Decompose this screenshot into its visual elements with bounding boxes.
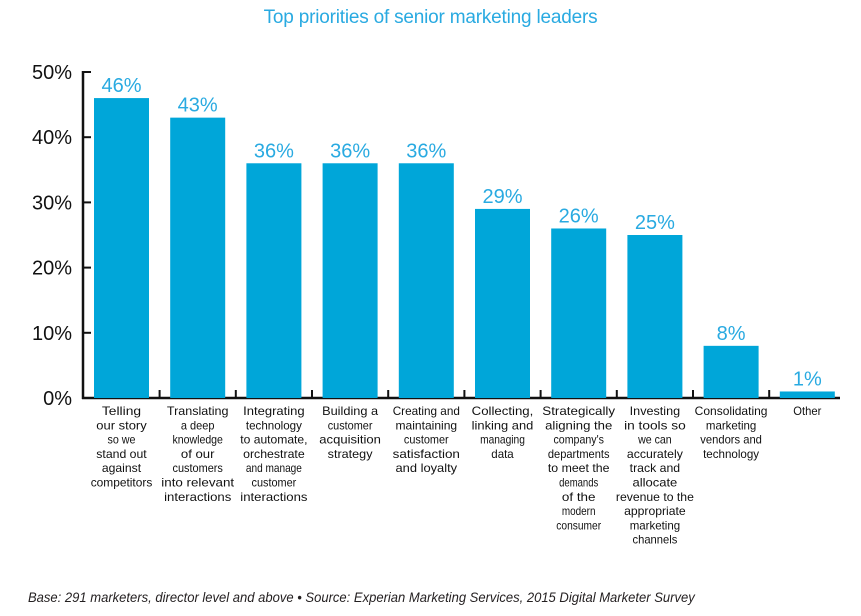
category-label-line: departments xyxy=(548,447,610,461)
category-label-line: vendors and xyxy=(700,433,762,447)
category-label-line: linking and xyxy=(472,418,534,432)
category-label-line: Integrating xyxy=(243,404,305,418)
bar-value-label: 1% xyxy=(793,368,822,390)
category-label-line: customer xyxy=(404,433,449,447)
bar-chart: 0% 10% 20% 30% 40% 50% 46% Telling our story so w… xyxy=(32,62,840,547)
category-label-line: satisfaction xyxy=(393,447,460,461)
category-label-line: revenue to the xyxy=(616,490,694,504)
category-label: Creating and maintaining customer satisfact… xyxy=(393,404,460,475)
category-label-line: so we xyxy=(108,433,136,447)
category-label-line: of the xyxy=(562,490,596,504)
bar xyxy=(627,235,683,398)
category-label-line: customer xyxy=(252,476,297,490)
category-label-line: we can xyxy=(637,433,671,447)
category-label-line: demands xyxy=(559,476,598,490)
category-label-line: company's xyxy=(554,433,604,447)
category-label: Integrating technology to automate, orchest… xyxy=(240,404,307,504)
bar-value-label: 43% xyxy=(178,95,218,117)
category-label-line: Collecting, xyxy=(472,404,534,418)
category-label-line: competitors xyxy=(91,476,153,490)
bar xyxy=(170,117,226,398)
category-label-line: Consolidating xyxy=(695,404,768,418)
bar-value-label: 26% xyxy=(559,205,599,227)
category-label-line: marketing xyxy=(630,518,680,532)
bar xyxy=(246,163,302,398)
category-label-line: acquisition xyxy=(319,433,381,447)
bar xyxy=(398,163,454,398)
category-label-line: to meet the xyxy=(548,461,610,475)
bar-value-label: 36% xyxy=(254,140,294,162)
category-label-line: data xyxy=(491,447,514,461)
y-tick-label: 50% xyxy=(32,62,72,84)
category-label: Telling our story so we stand out against com… xyxy=(91,404,153,490)
bar xyxy=(779,391,835,398)
category-label-line: track and xyxy=(630,461,680,475)
category-label-line: Translating xyxy=(167,404,229,418)
category-label-line: Investing xyxy=(630,404,680,418)
category-label-line: technology xyxy=(246,418,302,432)
category-label-line: Strategically xyxy=(542,404,615,418)
category-label-line: and manage xyxy=(246,461,302,475)
category-label-line: of our xyxy=(181,447,215,461)
bar xyxy=(551,228,607,398)
category-label-line: accurately xyxy=(627,447,683,461)
bar-value-label: 36% xyxy=(330,140,370,162)
category-label-line: our story xyxy=(96,418,146,432)
category-label-line: to automate, xyxy=(240,433,307,447)
bar-value-label: 36% xyxy=(406,140,446,162)
bar xyxy=(322,163,378,398)
category-label-line: Telling xyxy=(102,404,141,418)
category-label-line: modern xyxy=(562,504,596,518)
bar xyxy=(475,208,530,398)
category-label-line: consumer xyxy=(556,518,601,532)
category-label: Strategically aligning the company's depart… xyxy=(542,404,615,532)
category-label-line: a deep xyxy=(181,418,215,432)
category-label-line: against xyxy=(102,461,142,475)
category-label-line: marketing xyxy=(706,418,756,432)
category-label: Translating a deep knowledge of our customer… xyxy=(161,404,235,504)
category-label: Consolidating marketing vendors and technol… xyxy=(695,404,768,461)
category-label-line: customers xyxy=(173,461,223,475)
category-label: Building a customer acquisition strategy xyxy=(319,404,381,461)
y-tick-label: 0% xyxy=(43,388,72,410)
bar xyxy=(94,98,149,398)
category-label-line: interactions xyxy=(240,490,307,504)
source-footnote: Base: 291 marketers, director level and … xyxy=(28,589,695,605)
category-label-line: maintaining xyxy=(396,418,458,432)
category-label-line: Creating and xyxy=(393,404,460,418)
y-tick-label: 10% xyxy=(32,323,72,345)
category-label-line: interactions xyxy=(164,490,231,504)
bar-value-label: 8% xyxy=(717,323,746,345)
category-label-line: and loyalty xyxy=(396,461,458,475)
y-tick-label: 30% xyxy=(32,192,72,214)
category-label-line: Other xyxy=(793,404,821,418)
category-label-line: customer xyxy=(328,418,373,432)
category-label: Investing in tools so we can accurately trac… xyxy=(616,404,694,547)
category-label: Collecting, linking and managing data xyxy=(472,404,534,461)
y-tick-label: 20% xyxy=(32,258,72,280)
category-label: Other xyxy=(793,404,821,418)
category-label-line: strategy xyxy=(328,447,373,461)
category-label-line: into relevant xyxy=(161,476,235,490)
category-label-line: managing xyxy=(480,433,525,447)
category-label-line: orchestrate xyxy=(243,447,305,461)
category-label-line: technology xyxy=(703,447,759,461)
bar xyxy=(703,345,759,398)
category-label-line: in tools so xyxy=(624,418,686,432)
bar-value-label: 25% xyxy=(635,212,675,234)
category-label-line: aligning the xyxy=(545,418,613,432)
chart-title: Top priorities of senior marketing leade… xyxy=(263,7,598,28)
category-label-line: allocate xyxy=(633,476,678,490)
y-tick-label: 40% xyxy=(32,127,72,149)
bar-value-label: 46% xyxy=(101,75,141,97)
bar-value-label: 29% xyxy=(482,186,522,208)
category-label-line: knowledge xyxy=(173,433,224,447)
category-label-line: channels xyxy=(633,533,678,547)
category-label-line: stand out xyxy=(96,447,147,461)
category-label-line: appropriate xyxy=(624,504,686,518)
category-label-line: Building a xyxy=(322,404,378,418)
